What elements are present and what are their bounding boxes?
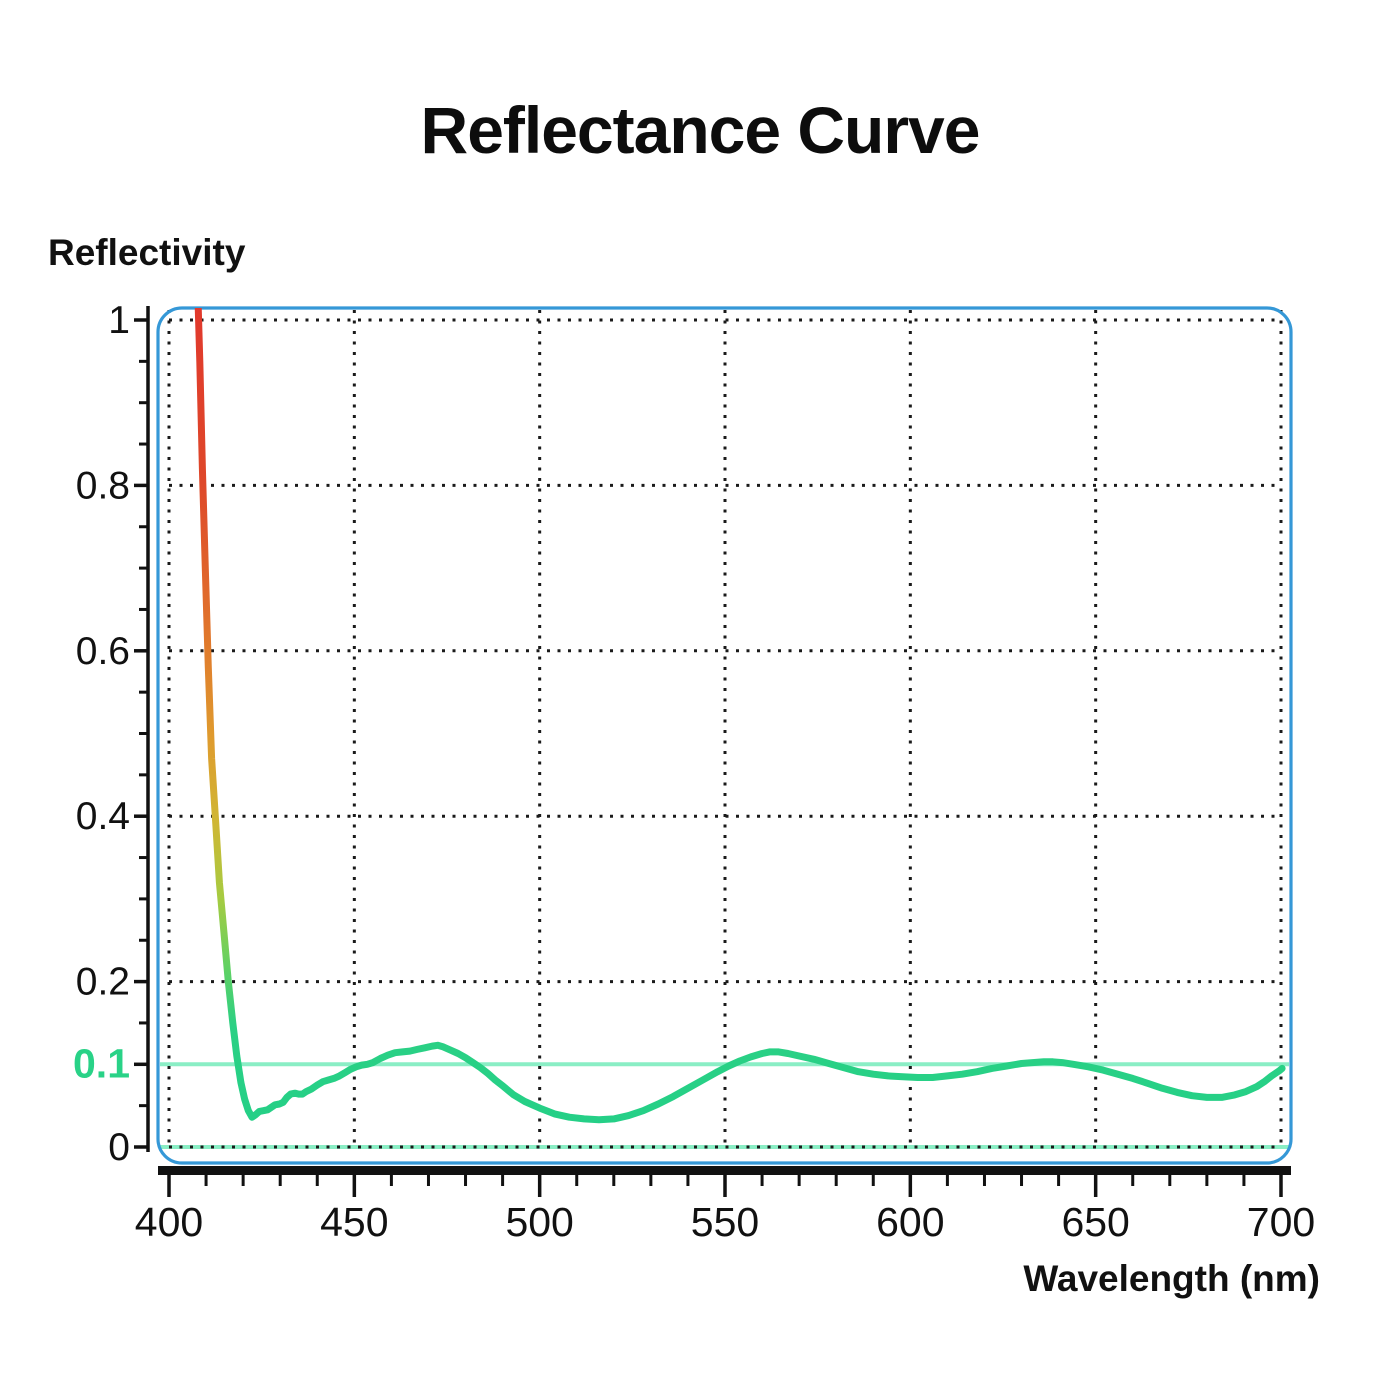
x-axis: 400 450 500 550 600 650 700 (135, 1166, 1315, 1245)
x-tick-label-600: 600 (876, 1199, 944, 1245)
x-tick-label-500: 500 (505, 1199, 573, 1245)
reflectance-curve (192, 308, 1286, 1124)
y-tick-label-highlight-0.1: 0.1 (73, 1040, 130, 1086)
x-tick-label-700: 700 (1247, 1199, 1315, 1245)
x-tick-label-450: 450 (320, 1199, 388, 1245)
y-tick-label-0: 0 (108, 1126, 130, 1169)
chart-title: Reflectance Curve (420, 93, 981, 167)
x-tick-label-400: 400 (135, 1199, 203, 1245)
y-tick-label-0.8: 0.8 (76, 464, 130, 507)
y-tick-label-0.4: 0.4 (76, 795, 130, 838)
x-tick-label-550: 550 (691, 1199, 759, 1245)
y-axis-title: Reflectivity (48, 232, 246, 273)
y-axis: 1 0.8 0.6 0.4 0.2 0.1 0 (73, 299, 150, 1169)
y-tick-label-0.2: 0.2 (76, 961, 130, 1004)
y-tick-label-1: 1 (108, 299, 130, 342)
x-tick-label-650: 650 (1061, 1199, 1129, 1245)
y-tick-label-0.6: 0.6 (76, 630, 130, 673)
x-axis-title: Wavelength (nm) (1023, 1258, 1320, 1299)
plot-border (156, 306, 1293, 1165)
